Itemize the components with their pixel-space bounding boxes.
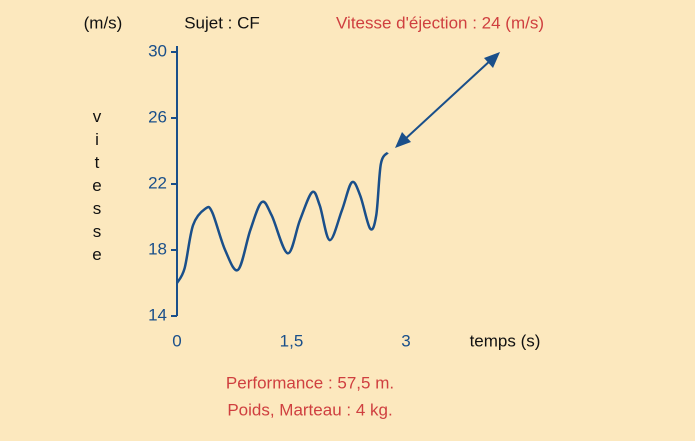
y-tick-label: 26 [148, 107, 167, 126]
y-tick-label: 30 [148, 41, 167, 60]
double-arrow [395, 52, 500, 148]
x-tick-label: 0 [172, 331, 181, 350]
y-tick-label: 22 [148, 173, 167, 192]
x-axis-label: temps (s) [470, 331, 541, 350]
line [175, 151, 389, 284]
note: Poids, Marteau : 4 kg. [227, 400, 392, 419]
y-unit: (m/s) [84, 13, 123, 32]
subject: Sujet : CF [184, 13, 260, 32]
note: Performance : 57,5 m. [226, 373, 394, 392]
y-tick-label: 14 [148, 305, 167, 324]
y-tick-label: 18 [148, 239, 167, 258]
x-tick-label: 3 [401, 331, 410, 350]
x-tick-label: 1,5 [280, 331, 304, 350]
annotation: Vitesse d'éjection : 24 (m/s) [336, 13, 544, 32]
